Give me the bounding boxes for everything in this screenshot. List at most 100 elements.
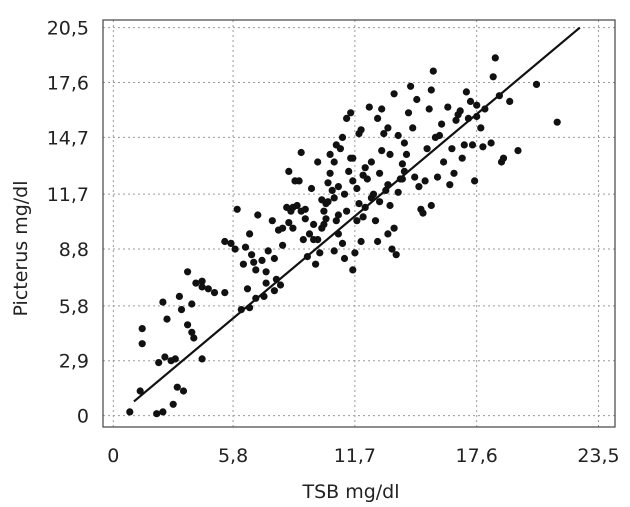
- data-point: [316, 249, 324, 257]
- data-point: [289, 224, 297, 232]
- data-point: [173, 383, 181, 391]
- grid: [103, 20, 615, 427]
- data-point: [252, 266, 260, 274]
- data-point: [349, 266, 357, 274]
- data-point: [161, 353, 169, 361]
- data-point: [456, 107, 464, 115]
- y-tick-label: 14,7: [47, 127, 89, 149]
- x-tick-label: 11,7: [334, 445, 376, 467]
- data-point: [343, 207, 351, 215]
- data-point: [198, 355, 206, 363]
- data-point: [210, 289, 219, 297]
- data-point: [297, 148, 305, 157]
- data-point: [390, 224, 398, 232]
- data-point: [326, 150, 334, 158]
- y-tick-label: 2,9: [59, 351, 89, 373]
- data-point: [177, 306, 186, 314]
- data-point: [330, 158, 338, 166]
- data-point: [295, 177, 303, 185]
- data-point: [310, 220, 318, 228]
- data-point: [126, 408, 134, 416]
- data-point: [435, 131, 444, 140]
- data-point: [227, 239, 235, 247]
- data-point: [320, 220, 328, 228]
- data-point: [204, 285, 212, 293]
- data-point: [425, 105, 433, 113]
- data-point: [477, 124, 485, 132]
- data-point: [359, 171, 367, 179]
- data-point: [246, 230, 254, 238]
- x-tick-label: 23,5: [577, 445, 619, 467]
- data-points: [126, 54, 561, 418]
- data-point: [262, 268, 270, 276]
- data-point: [233, 205, 241, 213]
- data-point: [499, 154, 508, 162]
- data-point: [198, 277, 206, 285]
- data-point: [338, 133, 347, 141]
- x-tick-label: 5,8: [218, 445, 248, 467]
- data-point: [411, 173, 419, 181]
- data-point: [471, 177, 479, 185]
- data-point: [268, 217, 276, 225]
- data-point: [386, 201, 394, 210]
- data-point: [367, 158, 375, 166]
- data-point: [184, 321, 192, 329]
- data-point: [254, 211, 262, 219]
- data-point: [407, 82, 415, 90]
- data-point: [506, 97, 514, 105]
- data-point: [355, 200, 363, 208]
- data-point: [241, 243, 250, 251]
- data-point: [473, 101, 481, 109]
- data-point: [398, 160, 406, 168]
- data-point: [429, 67, 437, 75]
- y-tick-label: 17,6: [47, 72, 89, 94]
- data-point: [320, 207, 328, 215]
- data-point: [231, 245, 239, 253]
- data-point: [314, 158, 322, 166]
- data-point: [169, 400, 177, 408]
- data-point: [462, 88, 470, 96]
- y-axis-title: Picterus mg/dl: [10, 180, 32, 316]
- data-point: [394, 188, 402, 196]
- data-point: [446, 181, 454, 189]
- data-point: [378, 147, 386, 155]
- data-point: [293, 201, 301, 210]
- y-tick-label: 8,8: [59, 239, 89, 261]
- data-point: [221, 237, 229, 246]
- data-point: [276, 281, 285, 289]
- data-point: [136, 387, 144, 395]
- data-point: [221, 289, 229, 297]
- data-point: [371, 217, 380, 225]
- data-point: [318, 196, 326, 204]
- data-point: [192, 279, 200, 287]
- data-point: [376, 198, 384, 206]
- data-point: [307, 184, 316, 193]
- data-point: [340, 190, 349, 198]
- data-point: [322, 215, 330, 223]
- data-point: [198, 283, 206, 291]
- data-point: [305, 230, 314, 238]
- data-point: [328, 186, 336, 194]
- data-point: [153, 410, 161, 418]
- data-point: [479, 143, 487, 151]
- data-point: [415, 183, 423, 191]
- data-point: [361, 164, 369, 172]
- data-point: [384, 124, 392, 132]
- data-point: [264, 247, 272, 255]
- data-point: [353, 184, 361, 193]
- data-point: [532, 80, 541, 88]
- data-point: [343, 114, 351, 122]
- data-point: [404, 109, 413, 117]
- data-point: [324, 198, 332, 206]
- data-point: [326, 169, 334, 177]
- data-point: [345, 167, 353, 175]
- x-axis-title: TSB mg/dl: [301, 481, 399, 503]
- data-point: [190, 334, 198, 342]
- data-point: [468, 141, 477, 149]
- data-point: [390, 90, 398, 98]
- data-point: [171, 355, 179, 363]
- data-point: [419, 209, 427, 217]
- data-point: [159, 298, 167, 306]
- data-point: [274, 226, 283, 234]
- data-point: [357, 237, 365, 246]
